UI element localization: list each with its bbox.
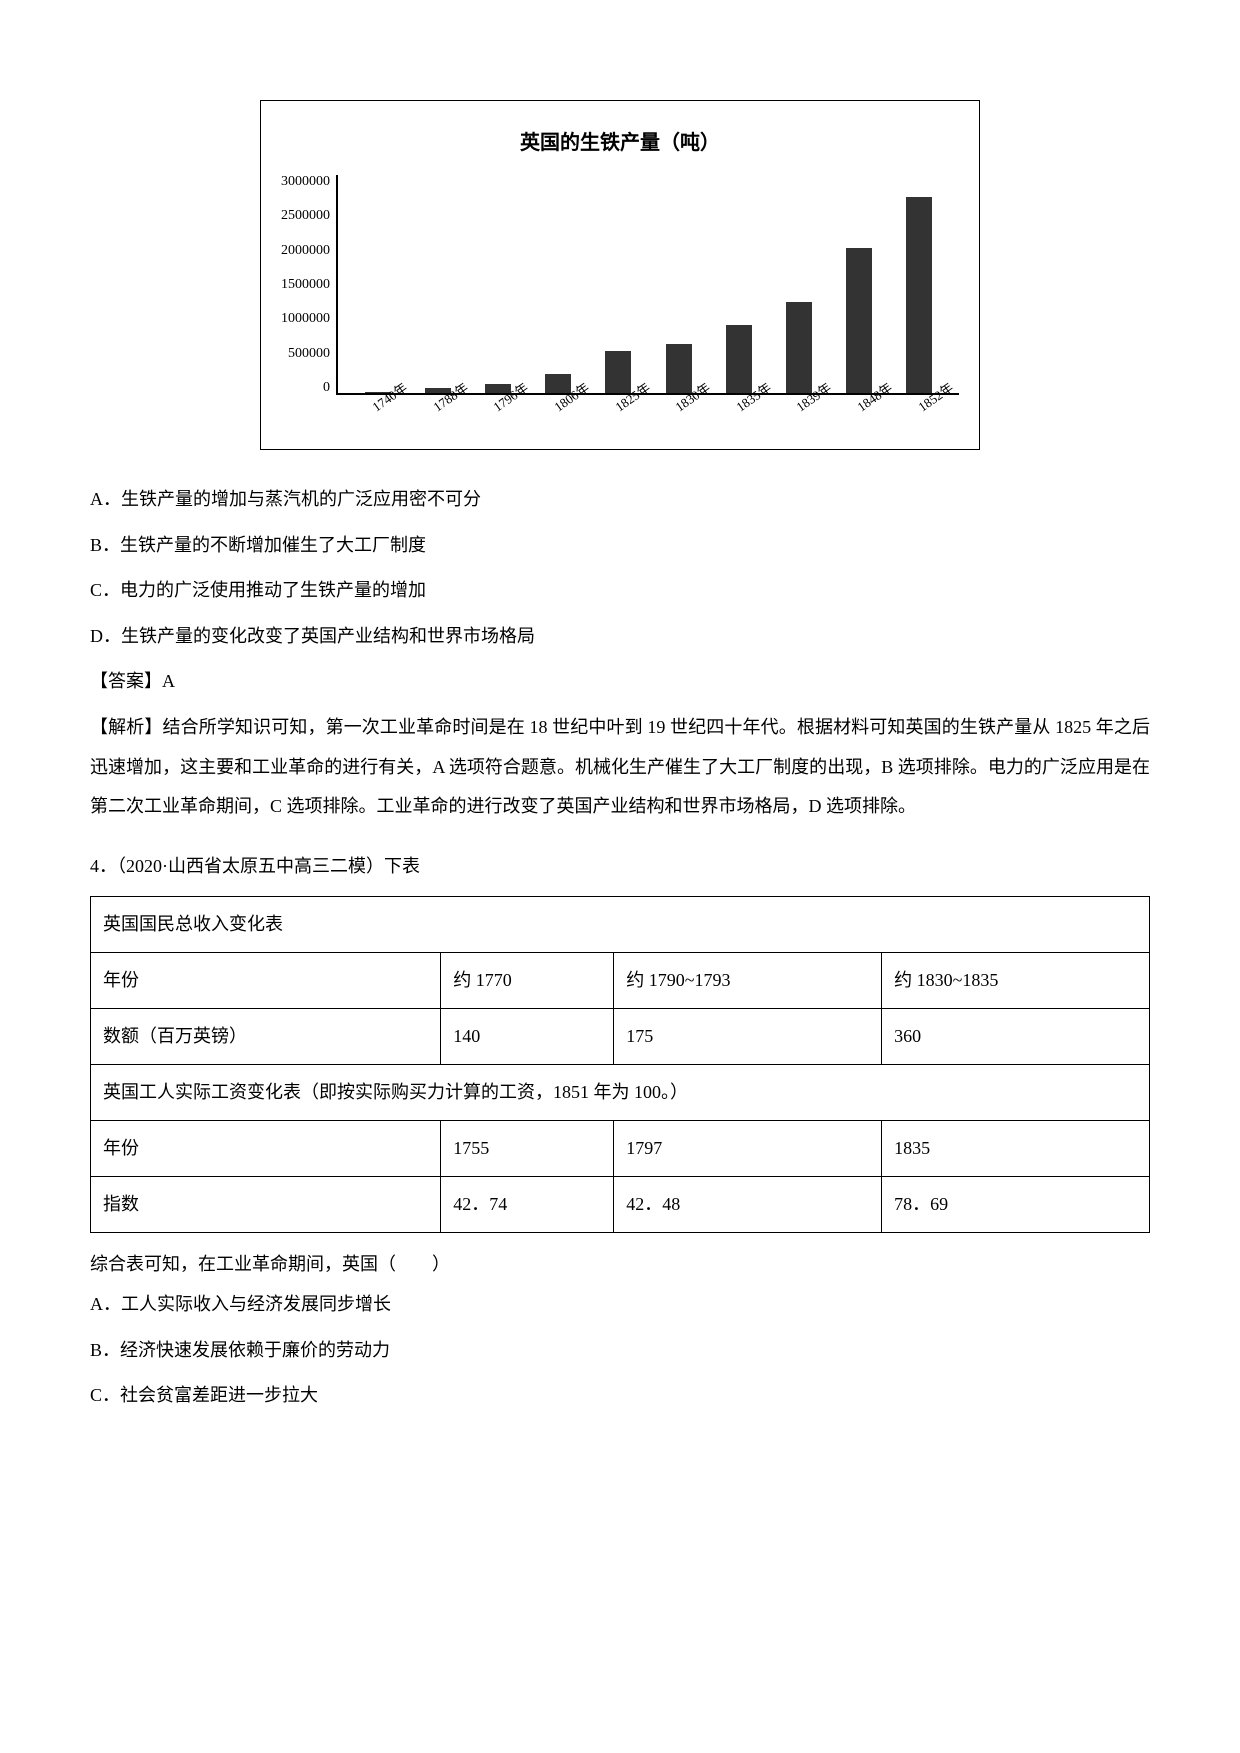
- bar: [726, 325, 752, 393]
- option-b: B．生铁产量的不断增加催生了大工厂制度: [90, 526, 1150, 566]
- chart-area: 3000000 2500000 2000000 1500000 1000000 50000…: [281, 175, 959, 395]
- bar: [846, 248, 872, 393]
- table-cell: 年份: [91, 953, 441, 1009]
- table-row: 年份 1755 1797 1835: [91, 1121, 1150, 1177]
- table-cell: 42．48: [614, 1177, 882, 1233]
- bars-area: [336, 175, 959, 395]
- x-axis: 1740年1788年1796年1806年1825年1830年1835年1839年…: [281, 403, 959, 416]
- option-b: B．经济快速发展依赖于廉价的劳动力: [90, 1331, 1150, 1371]
- y-tick-label: 0: [323, 381, 330, 395]
- bar: [666, 344, 692, 393]
- q4-stem: 综合表可知，在工业革命期间，英国（ ）: [90, 1245, 1150, 1285]
- table-row: 指数 42．74 42．48 78．69: [91, 1177, 1150, 1233]
- q3-answer: 【答案】A: [90, 662, 1150, 702]
- table-cell: 1755: [441, 1121, 614, 1177]
- y-tick-label: 1000000: [281, 312, 330, 326]
- pig-iron-chart: 英国的生铁产量（吨） 3000000 2500000 2000000 1500000 1…: [260, 100, 980, 450]
- y-tick-label: 2500000: [281, 209, 330, 223]
- y-tick-label: 1500000: [281, 278, 330, 292]
- table-row: 年份 约 1770 约 1790~1793 约 1830~1835: [91, 953, 1150, 1009]
- q3-options: A．生铁产量的增加与蒸汽机的广泛应用密不可分 B．生铁产量的不断增加催生了大工厂…: [90, 480, 1150, 656]
- table-cell: 约 1770: [441, 953, 614, 1009]
- table-row: 数额（百万英镑） 140 175 360: [91, 1009, 1150, 1065]
- table-cell: 42．74: [441, 1177, 614, 1233]
- y-tick-label: 2000000: [281, 244, 330, 258]
- data-table: 英国国民总收入变化表 年份 约 1770 约 1790~1793 约 1830~…: [90, 896, 1150, 1233]
- table1-caption: 英国国民总收入变化表: [91, 897, 1150, 953]
- table-cell: 78．69: [882, 1177, 1150, 1233]
- y-tick-label: 3000000: [281, 175, 330, 189]
- option-a: A．生铁产量的增加与蒸汽机的广泛应用密不可分: [90, 480, 1150, 520]
- table-cell: 数额（百万英镑）: [91, 1009, 441, 1065]
- table-cell: 约 1830~1835: [882, 953, 1150, 1009]
- y-tick-label: 500000: [288, 347, 330, 361]
- bar: [906, 197, 932, 393]
- q4-options: A．工人实际收入与经济发展同步增长 B．经济快速发展依赖于廉价的劳动力 C．社会…: [90, 1285, 1150, 1416]
- table-cell: 175: [614, 1009, 882, 1065]
- table1-note: 英国工人实际工资变化表（即按实际购买力计算的工资，1851 年为 100。）: [91, 1065, 1150, 1121]
- option-c: C．电力的广泛使用推动了生铁产量的增加: [90, 571, 1150, 611]
- option-c: C．社会贫富差距进一步拉大: [90, 1376, 1150, 1416]
- table-cell: 1835: [882, 1121, 1150, 1177]
- q4-intro: 4．（2020·山西省太原五中高三二模）下表: [90, 847, 1150, 887]
- chart-title: 英国的生铁产量（吨）: [281, 121, 959, 165]
- q3-analysis: 【解析】结合所学知识可知，第一次工业革命时间是在 18 世纪中叶到 19 世纪四…: [90, 708, 1150, 827]
- table-cell: 指数: [91, 1177, 441, 1233]
- y-axis: 3000000 2500000 2000000 1500000 1000000 50000…: [281, 175, 336, 395]
- table-cell: 360: [882, 1009, 1150, 1065]
- table-cell: 1797: [614, 1121, 882, 1177]
- table-cell: 年份: [91, 1121, 441, 1177]
- table-cell: 约 1790~1793: [614, 953, 882, 1009]
- table-cell: 140: [441, 1009, 614, 1065]
- bar: [605, 351, 631, 393]
- bar: [786, 302, 812, 393]
- option-a: A．工人实际收入与经济发展同步增长: [90, 1285, 1150, 1325]
- option-d: D．生铁产量的变化改变了英国产业结构和世界市场格局: [90, 617, 1150, 657]
